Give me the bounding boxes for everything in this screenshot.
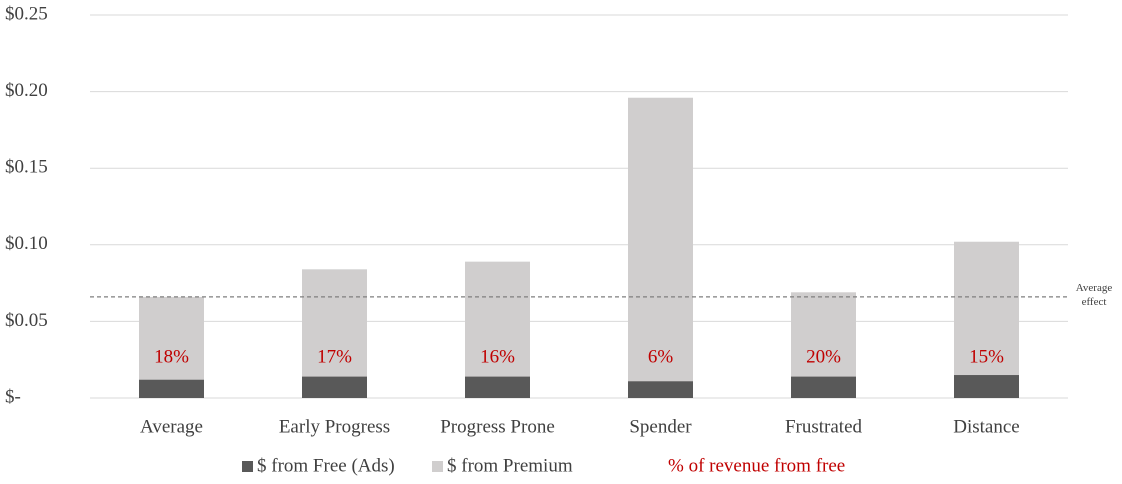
- bar-segment: [791, 376, 856, 398]
- bar-segment: [465, 261, 530, 377]
- y-tick-label: $0.05: [5, 310, 48, 331]
- bar-segment: [628, 381, 693, 398]
- percent-label: 20%: [806, 346, 841, 367]
- bar-segment: [791, 292, 856, 377]
- percent-label: 16%: [480, 346, 515, 367]
- y-tick-label: $0.25: [5, 3, 48, 24]
- bar-segment: [954, 241, 1019, 376]
- bar-segment: [465, 376, 530, 398]
- percent-label: 6%: [648, 346, 674, 367]
- x-tick-label: Spender: [629, 416, 692, 437]
- legend-label: $ from Premium: [447, 455, 573, 476]
- percent-label: 15%: [969, 346, 1004, 367]
- percent-label: 17%: [317, 346, 352, 367]
- bar-segment: [954, 375, 1019, 398]
- legend-label: $ from Free (Ads): [257, 455, 395, 476]
- legend-swatch: [432, 461, 443, 472]
- x-tick-label: Distance: [953, 416, 1019, 437]
- y-tick-label: $0.15: [5, 157, 48, 178]
- bar-segment: [139, 379, 204, 398]
- legend-label: % of revenue from free: [668, 455, 845, 476]
- bar-segment: [628, 97, 693, 382]
- y-tick-label: $0.10: [5, 233, 48, 254]
- legend-swatch: [242, 461, 253, 472]
- x-tick-label: Early Progress: [279, 416, 390, 437]
- y-tick-label: $0.20: [5, 80, 48, 101]
- x-tick-label: Average: [140, 416, 203, 437]
- bar-segment: [302, 376, 367, 398]
- y-tick-label: $-: [5, 386, 21, 407]
- percent-label: 18%: [154, 346, 189, 367]
- x-tick-label: Frustrated: [785, 416, 863, 437]
- x-tick-label: Progress Prone: [440, 416, 555, 437]
- average-label: Average effect: [1075, 281, 1113, 308]
- bar-segment: [139, 296, 204, 380]
- bar-segment: [302, 269, 367, 377]
